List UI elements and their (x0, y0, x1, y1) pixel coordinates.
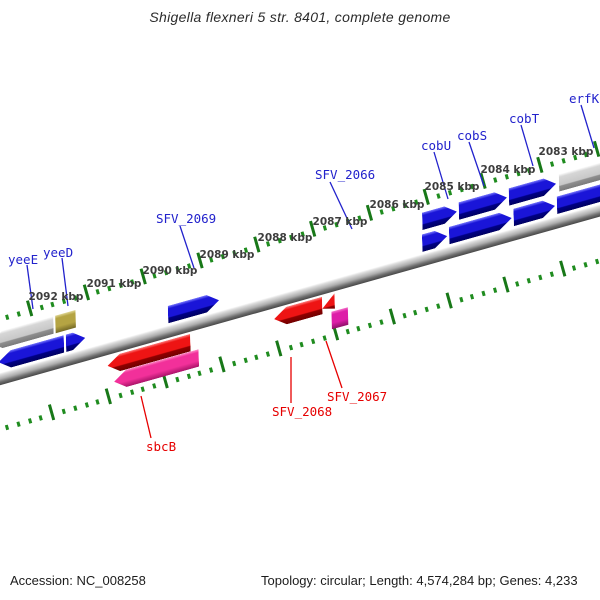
position-label: 2085 kbp (424, 181, 480, 193)
genome-title: Shigella flexneri 5 str. 8401, complete … (149, 9, 451, 25)
gene-label-yeeE[interactable]: yeeE (8, 252, 39, 267)
lower-ruler-minor-tick (140, 386, 146, 392)
lower-ruler-major-tick (501, 276, 510, 293)
gene-label-SFV_2067[interactable]: SFV_2067 (327, 389, 388, 404)
lower-ruler-minor-tick (299, 341, 305, 348)
lower-ruler-minor-tick (38, 415, 44, 421)
lower-ruler-minor-tick (175, 376, 180, 383)
lower-ruler-minor-tick (152, 383, 157, 389)
lower-ruler-major-tick (388, 308, 396, 325)
leader-line-sbcB (140, 395, 152, 439)
lower-ruler-minor-tick (288, 344, 293, 351)
lower-ruler-minor-tick (424, 306, 429, 313)
lower-ruler-minor-tick (197, 370, 202, 377)
leader-line-cobT (520, 124, 534, 167)
upper-ruler-minor-tick (39, 304, 44, 311)
lower-ruler-major-tick (48, 404, 56, 421)
upper-ruler-minor-tick (5, 314, 10, 321)
lower-ruler-minor-tick (367, 322, 373, 329)
lower-ruler-minor-tick (413, 309, 418, 316)
gene-arrow-SFV_2067[interactable] (331, 307, 349, 330)
topology-text: Topology: circular; Length: 4,574,284 bp… (261, 573, 578, 588)
gene-label-yeeD[interactable]: yeeD (43, 245, 74, 260)
accession-text: Accession: NC_008258 (10, 573, 146, 588)
lower-ruler-minor-tick (379, 319, 384, 325)
lower-ruler-minor-tick (186, 373, 191, 380)
gene-label-cobU[interactable]: cobU (421, 138, 452, 153)
lower-ruler-minor-tick (526, 277, 532, 284)
upper-ruler-major-tick (536, 156, 544, 173)
gene-arrow-unlabeled-9[interactable] (422, 227, 448, 252)
lower-ruler-minor-tick (492, 287, 498, 294)
gene-arrow-SFV_2069[interactable] (168, 292, 220, 324)
leader-line-erfK (580, 104, 595, 149)
lower-ruler-minor-tick (345, 328, 350, 335)
gene-label-SFV_2068[interactable]: SFV_2068 (272, 404, 333, 419)
upper-ruler-minor-tick (16, 311, 21, 317)
position-label: 2092 kbp (28, 291, 84, 303)
lower-ruler-minor-tick (265, 351, 271, 357)
lower-ruler-major-tick (104, 388, 112, 405)
gene-arrow-cobT[interactable] (509, 175, 557, 206)
lower-ruler-minor-tick (95, 399, 100, 405)
lower-ruler-minor-tick (16, 421, 21, 428)
position-label: 2087 kbp (312, 216, 368, 228)
lower-ruler-minor-tick (549, 271, 554, 278)
position-label: 2086 kbp (369, 199, 425, 211)
lower-ruler-minor-tick (515, 281, 520, 287)
gene-label-cobS[interactable]: cobS (457, 128, 488, 143)
position-label: 2083 kbp (538, 146, 594, 158)
gene-label-sbcB[interactable]: sbcB (146, 439, 177, 454)
upper-ruler-minor-tick (493, 177, 498, 183)
lower-ruler-minor-tick (470, 293, 475, 300)
gene-label-SFV_2066[interactable]: SFV_2066 (315, 167, 376, 182)
gene-arrow-unlabeled-3[interactable] (66, 329, 86, 352)
upper-ruler-minor-tick (549, 161, 555, 167)
gene-arrow-SFV_2066[interactable] (449, 209, 512, 244)
lower-ruler-minor-tick (129, 389, 134, 396)
lower-ruler-minor-tick (72, 405, 78, 412)
upper-ruler-minor-tick (436, 193, 441, 199)
gene-label-cobT[interactable]: cobT (509, 111, 540, 126)
lower-ruler-major-tick (558, 260, 566, 277)
lower-ruler-minor-tick (322, 335, 327, 341)
upper-ruler-minor-tick (561, 158, 566, 164)
position-label: 2090 kbp (142, 265, 198, 277)
lower-ruler-minor-tick (231, 360, 237, 367)
lower-ruler-minor-tick (118, 392, 123, 399)
lower-ruler-minor-tick (27, 418, 32, 424)
upper-ruler-major-tick (593, 140, 600, 158)
position-label: 2091 kbp (86, 278, 142, 290)
lower-ruler-minor-tick (538, 274, 543, 281)
lower-ruler-minor-tick (311, 338, 316, 345)
lower-ruler-minor-tick (594, 258, 600, 265)
position-label: 2089 kbp (199, 249, 255, 261)
lower-ruler-minor-tick (572, 265, 577, 271)
lower-ruler-major-tick (445, 292, 453, 309)
gene-label-erfK[interactable]: erfK (569, 91, 600, 106)
lower-ruler-minor-tick (481, 290, 486, 297)
gene-arrow-SFV_2068[interactable] (274, 297, 323, 328)
lower-ruler-minor-tick (254, 354, 259, 361)
leader-line-SFV_2067 (325, 340, 343, 389)
lower-ruler-minor-tick (356, 325, 361, 332)
lower-ruler-minor-tick (243, 357, 248, 364)
position-label: 2084 kbp (480, 164, 536, 176)
lower-ruler-minor-tick (583, 261, 588, 268)
position-label: 2088 kbp (257, 232, 313, 244)
lower-ruler-minor-tick (458, 297, 464, 303)
lower-ruler-major-tick (218, 356, 226, 373)
lower-ruler-minor-tick (209, 367, 214, 373)
lower-ruler-minor-tick (436, 303, 441, 310)
lower-ruler-minor-tick (61, 408, 66, 415)
gene-label-SFV_2069[interactable]: SFV_2069 (156, 211, 217, 226)
gene-arrow-yeeD[interactable] (55, 310, 76, 334)
lower-ruler-minor-tick (84, 402, 89, 408)
lower-ruler-minor-tick (4, 424, 10, 431)
leader-line-SFV_2069 (179, 225, 195, 269)
lower-ruler-major-tick (275, 340, 283, 357)
lower-ruler-minor-tick (401, 312, 407, 319)
